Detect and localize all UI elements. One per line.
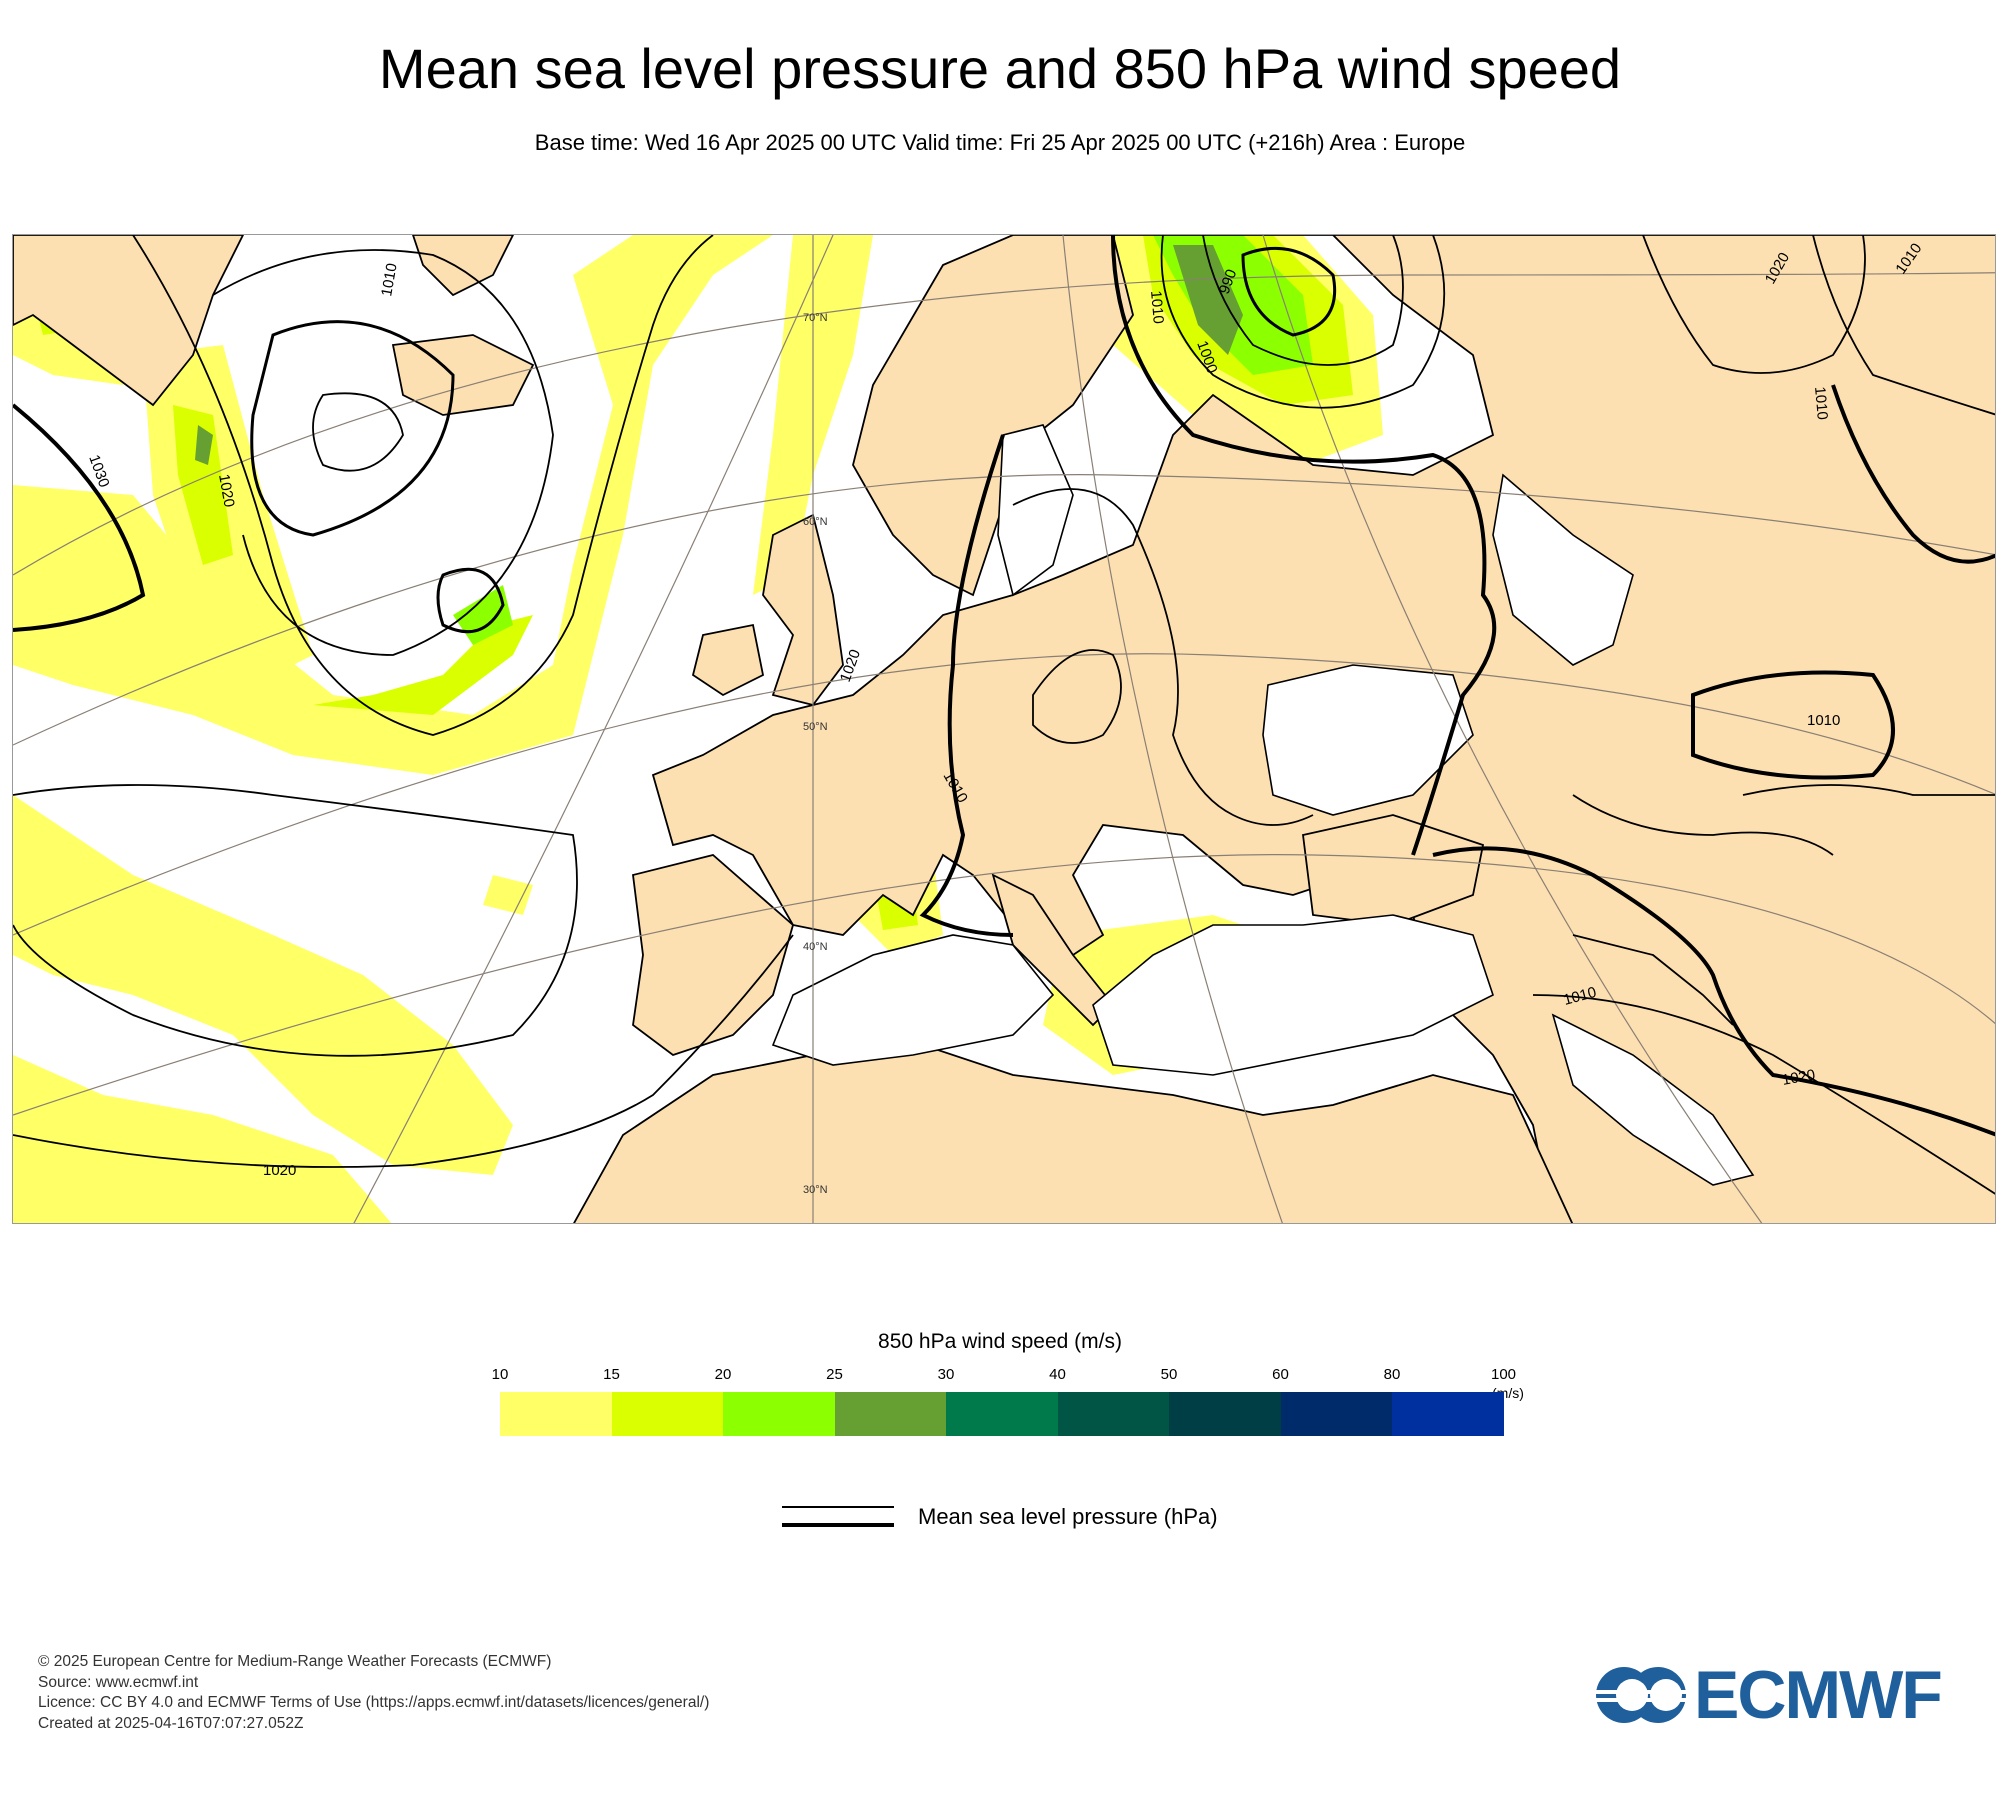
lat-label-50: 50°N xyxy=(803,721,828,733)
latitude-labels: 70°N 60°N 50°N 40°N 30°N xyxy=(803,312,828,1196)
created-line: Created at 2025-04-16T07:07:27.052Z xyxy=(38,1714,304,1732)
scale-level-label: 30 xyxy=(937,1366,955,1383)
baltic-sea xyxy=(997,424,1074,597)
ecmwf-logo-icon xyxy=(1594,1667,1690,1723)
black-sea xyxy=(1262,664,1474,816)
chart-subtitle: Base time: Wed 16 Apr 2025 00 UTC Valid … xyxy=(534,130,1466,155)
map-canvas: 70°N 60°N 50°N 40°N 30°N 1010 1030 1020 … xyxy=(13,235,1995,1223)
wind-legend-title: 850 hPa wind speed (m/s) xyxy=(878,1330,1122,1353)
pressure-legend-label: Mean sea level pressure (hPa) xyxy=(918,1504,1218,1529)
scale-level-label: 50 xyxy=(1160,1366,1178,1383)
scale-swatch xyxy=(1392,1392,1504,1436)
uk-land xyxy=(762,513,844,707)
scale-level-label: 100 xyxy=(1490,1366,1517,1383)
turkey-land xyxy=(1302,814,1485,926)
isobar-label: 1020 xyxy=(1781,1066,1817,1089)
greenland-land xyxy=(13,235,245,407)
isobar-label: 1020 xyxy=(263,1162,296,1179)
weather-map: 70°N 60°N 50°N 40°N 30°N 1010 1030 1020 … xyxy=(12,234,1996,1224)
isobars xyxy=(13,235,1995,1195)
wind-color-scale xyxy=(500,1392,1504,1436)
isobar-label: 1010 xyxy=(1147,290,1167,325)
scale-level-label: 60 xyxy=(1272,1366,1289,1383)
scale-level-label: 25 xyxy=(826,1366,843,1383)
scale-level-label: 10 xyxy=(491,1366,509,1383)
lat-label-30: 30°N xyxy=(803,1184,828,1196)
ecmwf-logo: ECMWF xyxy=(1594,1660,1974,1730)
wind-speed-shading xyxy=(13,235,1995,1223)
scale-swatch xyxy=(834,1392,946,1436)
scale-swatch xyxy=(1057,1392,1169,1436)
chart-title: Mean sea level pressure and 850 hPa wind… xyxy=(378,37,1622,100)
scandinavia-land xyxy=(852,235,1134,597)
caspian-sea xyxy=(1492,473,1634,666)
lat-label-40: 40°N xyxy=(803,941,828,953)
ecmwf-logo-text: ECMWF xyxy=(1694,1657,1943,1733)
scale-swatch xyxy=(500,1392,612,1436)
mediterranean-west xyxy=(771,934,1055,1066)
graticule xyxy=(13,235,1995,1223)
iceland-land xyxy=(391,334,535,416)
footer-credits: © 2025 European Centre for Medium-Range … xyxy=(38,1652,709,1734)
scale-swatch xyxy=(1280,1392,1392,1436)
svalbard-land xyxy=(412,235,515,297)
inland-seas xyxy=(771,424,1755,1186)
isobar-label: 1010 xyxy=(1811,386,1831,421)
iberia-land xyxy=(632,854,795,1057)
scale-swatch xyxy=(723,1392,835,1436)
lat-label-70: 70°N xyxy=(803,312,828,324)
scale-level-label: 20 xyxy=(714,1366,732,1383)
source-line: Source: www.ecmwf.int xyxy=(38,1673,199,1691)
isobar-label: 1010 xyxy=(378,262,401,298)
scale-swatch xyxy=(946,1392,1058,1436)
isobar-thick-line xyxy=(782,1523,894,1527)
scale-swatch xyxy=(611,1392,723,1436)
isobar-thin-line xyxy=(782,1506,894,1508)
wind-scale-labels: 10 15 20 25 30 40 50 60 80 100 xyxy=(492,1366,1516,1386)
scale-level-label: 40 xyxy=(1049,1366,1066,1383)
red-sea xyxy=(1551,1013,1755,1186)
isobar-label: 1020 xyxy=(215,473,238,509)
scale-level-label: 15 xyxy=(603,1366,620,1383)
scale-level-label: 80 xyxy=(1383,1366,1401,1383)
mediterranean-east xyxy=(1092,914,1494,1076)
scale-swatch xyxy=(1169,1392,1281,1436)
licence-line: Licence: CC BY 4.0 and ECMWF Terms of Us… xyxy=(38,1694,710,1711)
north-africa-land xyxy=(573,1034,1574,1223)
pressure-legend-lines xyxy=(782,1504,902,1528)
copyright-line: © 2025 European Centre for Medium-Range … xyxy=(38,1653,552,1670)
isobar-label: 1010 xyxy=(1807,712,1840,729)
ireland-land xyxy=(691,623,765,697)
lat-label-60: 60°N xyxy=(803,516,828,528)
